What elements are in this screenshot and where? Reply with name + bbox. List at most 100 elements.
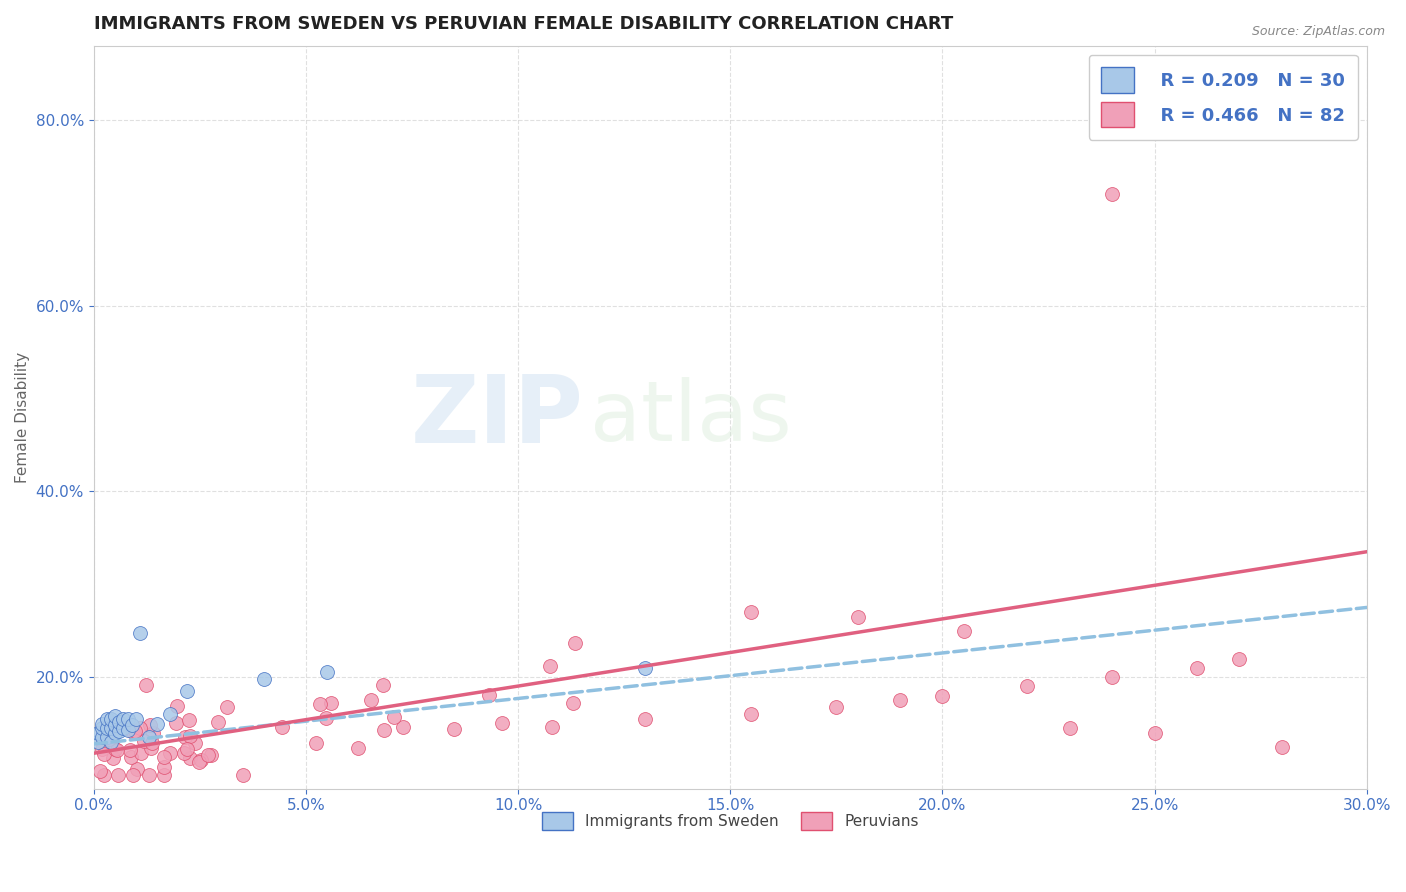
Point: [129, 625, 152, 640]
Point: [564, 636, 586, 650]
Point: [541, 720, 564, 734]
Point: [117, 712, 139, 726]
Point: [252, 672, 274, 686]
Point: [120, 750, 142, 764]
Point: [121, 718, 143, 732]
Point: [98, 731, 121, 746]
Point: [91, 741, 114, 756]
Point: [91, 721, 114, 735]
Text: IMMIGRANTS FROM SWEDEN VS PERUVIAN FEMALE DISABILITY CORRELATION CHART: IMMIGRANTS FROM SWEDEN VS PERUVIAN FEMAL…: [94, 15, 953, 33]
Point: [138, 767, 160, 781]
Point: [141, 736, 163, 750]
Point: [1143, 726, 1166, 740]
Point: [305, 736, 328, 750]
Point: [107, 767, 129, 781]
Point: [104, 726, 127, 740]
Point: [176, 741, 198, 756]
Point: [538, 659, 561, 673]
Point: [159, 746, 181, 760]
Point: [91, 716, 114, 731]
Point: [200, 747, 222, 762]
Point: [141, 726, 163, 740]
Y-axis label: Female Disability: Female Disability: [15, 351, 30, 483]
Point: [105, 743, 128, 757]
Point: [91, 735, 114, 749]
Point: [491, 716, 513, 731]
Text: atlas: atlas: [591, 376, 792, 458]
Point: [96, 731, 118, 745]
Point: [103, 751, 125, 765]
Point: [139, 718, 162, 732]
Point: [100, 712, 122, 726]
Point: [120, 742, 142, 756]
Point: [146, 716, 169, 731]
Point: [183, 736, 205, 750]
Point: [309, 698, 332, 712]
Point: [129, 721, 152, 735]
Point: [889, 693, 911, 707]
Point: [125, 762, 148, 776]
Point: [371, 678, 394, 692]
Point: [152, 767, 174, 781]
Point: [141, 741, 163, 756]
Point: [153, 750, 176, 764]
Point: [96, 712, 118, 726]
Point: [315, 711, 337, 725]
Point: [347, 740, 370, 755]
Point: [100, 735, 122, 749]
Point: [478, 689, 501, 703]
Point: [316, 665, 339, 680]
Point: [179, 751, 201, 765]
Point: [104, 742, 127, 756]
Point: [96, 728, 118, 742]
Point: [232, 767, 254, 781]
Point: [117, 723, 139, 737]
Point: [1059, 721, 1081, 735]
Point: [179, 713, 201, 727]
Point: [135, 678, 157, 692]
Point: [159, 707, 181, 722]
Point: [93, 747, 115, 762]
Point: [1101, 187, 1123, 202]
Point: [825, 699, 848, 714]
Point: [96, 721, 118, 735]
Point: [153, 760, 176, 774]
Point: [122, 725, 145, 739]
Point: [1271, 739, 1294, 754]
Point: [112, 721, 135, 735]
Point: [207, 714, 229, 729]
Point: [1229, 651, 1251, 665]
Point: [115, 721, 138, 735]
Point: [165, 715, 187, 730]
Point: [100, 721, 122, 735]
Point: [124, 724, 146, 739]
Point: [91, 731, 114, 745]
Point: [360, 693, 382, 707]
Point: [131, 746, 153, 760]
Point: [634, 661, 657, 675]
Point: [121, 767, 143, 781]
Point: [215, 699, 238, 714]
Point: [173, 746, 195, 760]
Text: Source: ZipAtlas.com: Source: ZipAtlas.com: [1251, 25, 1385, 38]
Point: [197, 748, 219, 763]
Point: [108, 714, 131, 729]
Point: [443, 723, 465, 737]
Point: [931, 689, 953, 703]
Point: [634, 712, 657, 726]
Point: [271, 720, 294, 734]
Text: ZIP: ZIP: [411, 371, 583, 463]
Point: [1185, 661, 1208, 675]
Point: [190, 753, 212, 767]
Point: [87, 735, 110, 749]
Point: [89, 764, 111, 779]
Point: [321, 696, 343, 710]
Point: [179, 729, 201, 743]
Point: [392, 720, 415, 734]
Point: [952, 624, 974, 638]
Point: [104, 709, 127, 723]
Point: [166, 698, 188, 713]
Point: [1101, 670, 1123, 684]
Point: [382, 710, 405, 724]
Point: [846, 609, 869, 624]
